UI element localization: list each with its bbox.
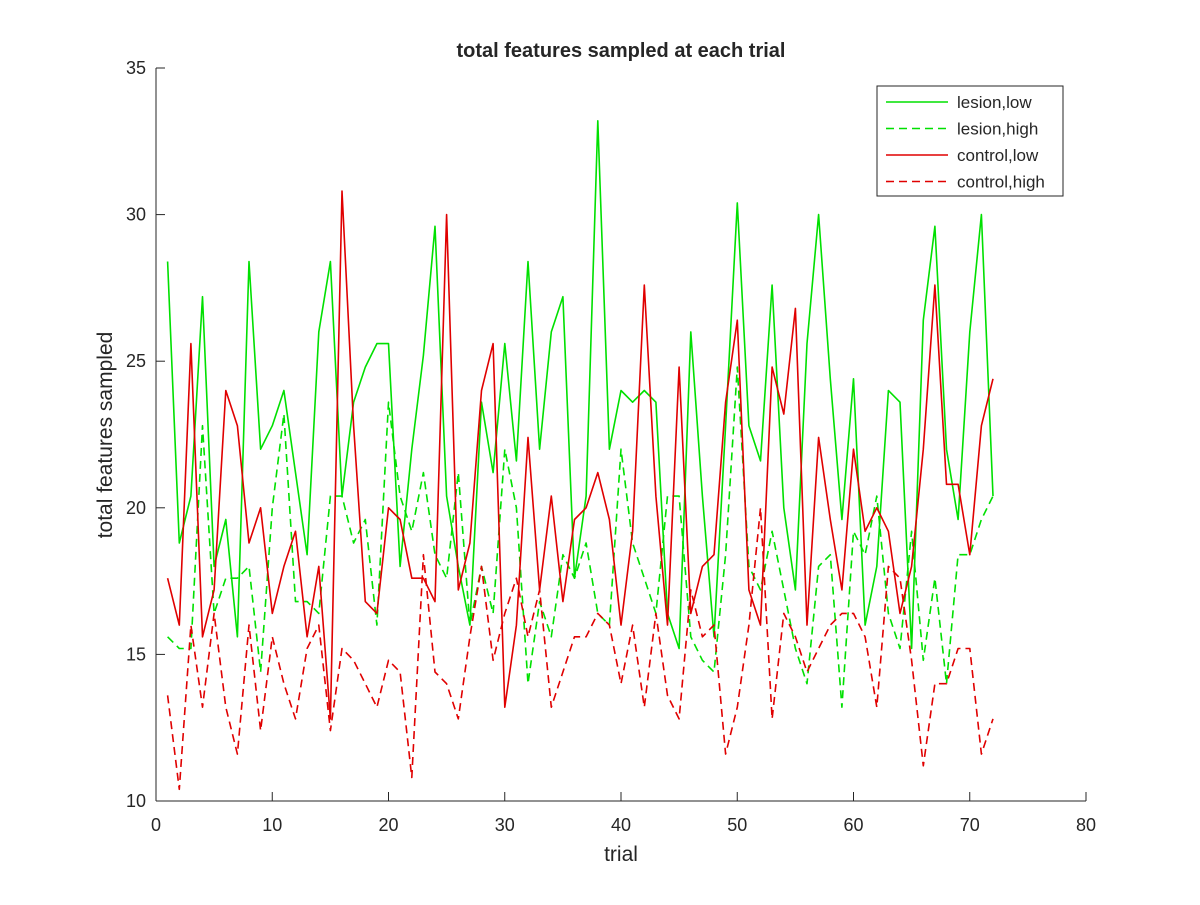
chart-title: total features sampled at each trial — [456, 40, 785, 62]
y-tick-label: 15 — [126, 644, 146, 664]
x-tick-label: 70 — [960, 815, 980, 835]
legend-box — [876, 85, 1064, 197]
series-line-lesion-high — [167, 366, 994, 709]
series-layer — [166, 120, 994, 791]
x-axis-label: trial — [604, 843, 638, 866]
legend-label: control,low — [957, 146, 1039, 165]
x-tick-label: 50 — [727, 815, 747, 835]
legend: lesion,low lesion,high control,low control,… — [876, 85, 1064, 197]
series-line-control-low — [166, 190, 994, 720]
x-tick-layer: 0 10 20 30 40 50 60 70 80 — [151, 792, 1096, 835]
x-tick-label: 80 — [1076, 815, 1096, 835]
y-axis-label: total features sampled — [94, 332, 117, 539]
x-tick-label: 10 — [262, 815, 282, 835]
y-tick-label: 10 — [126, 791, 146, 811]
legend-label: lesion,low — [957, 93, 1032, 112]
y-tick-label: 20 — [126, 498, 146, 518]
series-line-lesion-low — [166, 120, 994, 650]
x-tick-label: 20 — [378, 815, 398, 835]
legend-label: control,high — [957, 173, 1045, 192]
legend-label: lesion,high — [957, 120, 1038, 139]
y-tick-label: 30 — [126, 205, 146, 225]
x-tick-label: 40 — [611, 815, 631, 835]
y-tick-label: 35 — [126, 58, 146, 78]
x-tick-label: 60 — [843, 815, 863, 835]
series-line-control-high — [166, 506, 994, 791]
x-tick-label: 0 — [151, 815, 161, 835]
x-tick-label: 30 — [495, 815, 515, 835]
y-tick-layer: 10 15 20 25 30 35 — [126, 58, 165, 811]
y-tick-label: 25 — [126, 351, 146, 371]
